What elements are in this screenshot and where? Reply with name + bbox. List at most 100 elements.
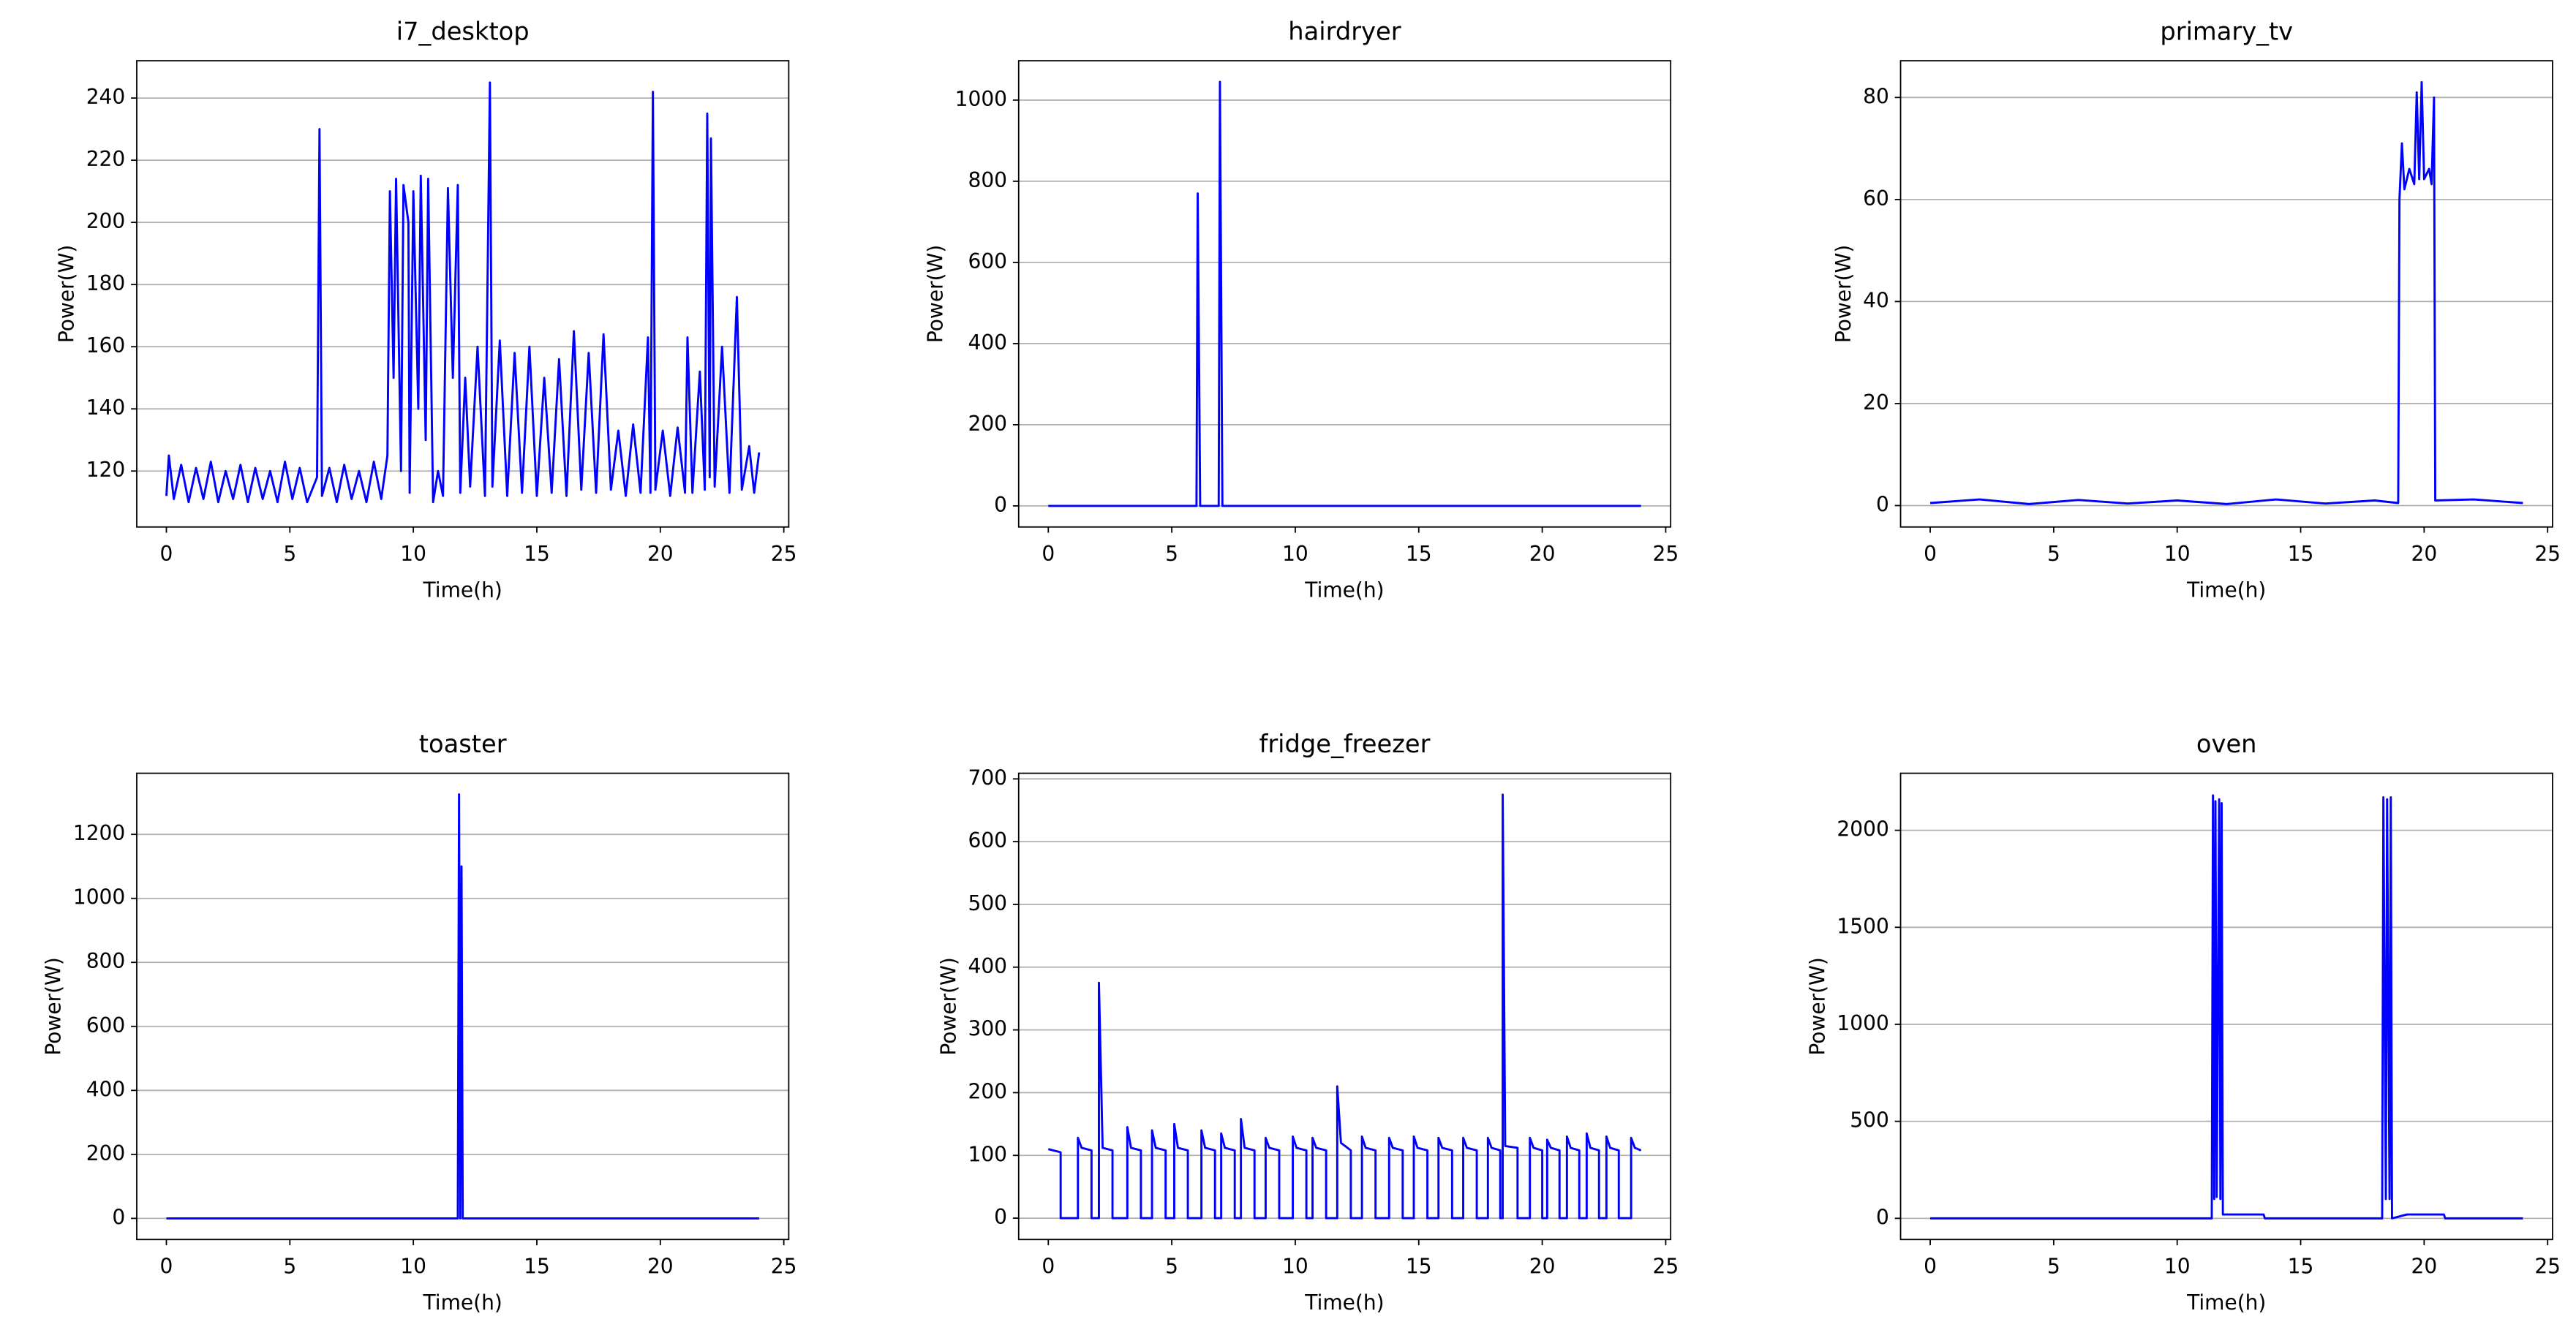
data-line [1048, 80, 1641, 507]
y-tick-label: 160 [86, 333, 126, 358]
x-tick-label: 0 [160, 1254, 173, 1278]
x-tick-label: 0 [1924, 1254, 1937, 1278]
subplot: 0 20 40 60 80 0 5 10 15 20 25 primary_tv Time(h) Powe… [1831, 17, 2561, 602]
x-tick-label: 0 [1042, 542, 1055, 566]
x-tick-label: 15 [1406, 542, 1432, 566]
y-axis-label: Power(W) [1805, 957, 1829, 1055]
chart-title: oven [2196, 730, 2257, 758]
y-tick-label: 1000 [955, 87, 1007, 111]
y-axis-label: Power(W) [936, 957, 960, 1055]
x-tick-label: 20 [647, 542, 674, 566]
y-axis-label: Power(W) [1831, 245, 1856, 343]
data-line [1929, 80, 2523, 505]
chart-title: i7_desktop [396, 17, 530, 45]
x-tick-label: 10 [2164, 1254, 2191, 1278]
y-axis-label: Power(W) [42, 957, 66, 1055]
x-tick-label: 15 [1406, 1254, 1432, 1278]
subplot: 0 200 400 600 800 1000 0 5 10 15 20 25 hairdryer Time… [923, 17, 1679, 602]
y-tick-label: 300 [968, 1017, 1007, 1041]
x-tick-label: 25 [1653, 542, 1679, 566]
subplot: 0 500 1000 1500 2000 0 5 10 15 20 25 oven Time(h) Pow… [1805, 730, 2561, 1315]
y-tick-label: 600 [968, 249, 1007, 273]
x-tick-label: 5 [2047, 542, 2060, 566]
x-axis-label: Time(h) [1304, 1290, 1384, 1315]
y-tick-label: 1000 [73, 885, 125, 910]
y-tick-label: 1500 [1837, 914, 1888, 938]
x-tick-label: 5 [283, 1254, 296, 1278]
axes-frame [136, 772, 790, 1241]
y-tick-label: 0 [112, 1205, 125, 1229]
x-tick-label: 25 [771, 1254, 797, 1278]
x-tick-label: 25 [771, 542, 797, 566]
x-tick-label: 15 [2288, 542, 2314, 566]
chart-title: fridge_freezer [1259, 730, 1430, 758]
data-line [166, 793, 759, 1220]
x-tick-label: 20 [1529, 1254, 1556, 1278]
x-axis-label: Time(h) [2186, 578, 2266, 602]
y-tick-label: 400 [968, 954, 1007, 978]
x-tick-label: 10 [400, 542, 426, 566]
x-tick-label: 10 [1282, 542, 1308, 566]
x-tick-label: 20 [2411, 1254, 2438, 1278]
y-axis-label: Power(W) [923, 245, 947, 343]
x-tick-label: 25 [1653, 1254, 1679, 1278]
x-tick-label: 15 [524, 1254, 550, 1278]
y-tick-label: 60 [1863, 186, 1889, 211]
y-tick-label: 220 [86, 147, 126, 171]
axes-frame [1017, 772, 1672, 1241]
subplot: 0 200 400 600 800 1000 1200 0 5 10 15 20 25 toaster Ti… [42, 730, 797, 1315]
subplot: 120 140 160 180 200 220 240 0 5 10 15 20 25 i7_deskto… [55, 17, 797, 602]
x-axis-label: Time(h) [423, 1290, 502, 1315]
x-tick-label: 0 [160, 542, 173, 566]
data-line [165, 81, 761, 504]
y-tick-label: 600 [968, 828, 1007, 853]
y-tick-label: 0 [994, 493, 1007, 517]
y-tick-label: 500 [1850, 1108, 1889, 1133]
y-tick-label: 200 [968, 412, 1007, 436]
x-axis-label: Time(h) [2186, 1290, 2266, 1315]
y-tick-label: 20 [1863, 390, 1889, 415]
subplot: 0 100 200 300 400 500 600 700 0 5 10 15 20 25 fridge_f… [936, 730, 1679, 1315]
x-axis-label: Time(h) [1304, 578, 1384, 602]
y-tick-label: 1000 [1837, 1011, 1888, 1035]
y-tick-label: 1200 [73, 821, 125, 845]
y-tick-label: 0 [994, 1205, 1007, 1229]
y-tick-label: 700 [968, 766, 1007, 790]
y-tick-label: 500 [968, 891, 1007, 915]
chart-title: primary_tv [2160, 17, 2293, 45]
x-tick-label: 25 [2534, 1254, 2561, 1278]
y-tick-label: 80 [1863, 84, 1889, 108]
x-tick-label: 15 [2288, 1254, 2314, 1278]
y-tick-label: 0 [1876, 492, 1889, 516]
x-tick-label: 0 [1924, 542, 1937, 566]
x-tick-label: 20 [647, 1254, 674, 1278]
y-tick-label: 600 [86, 1013, 126, 1037]
y-tick-label: 100 [968, 1142, 1007, 1166]
x-tick-label: 20 [1529, 542, 1556, 566]
axes-frame [136, 60, 790, 528]
x-tick-label: 15 [524, 542, 550, 566]
y-tick-label: 200 [86, 209, 126, 233]
x-tick-label: 10 [2164, 542, 2191, 566]
x-tick-label: 20 [2411, 542, 2438, 566]
axes-frame [1017, 60, 1672, 528]
y-tick-label: 40 [1863, 288, 1889, 312]
y-tick-label: 0 [1876, 1205, 1889, 1229]
y-tick-label: 200 [86, 1141, 126, 1165]
x-tick-label: 10 [1282, 1254, 1308, 1278]
axes-frame [1899, 60, 2553, 528]
y-tick-label: 240 [86, 85, 126, 109]
y-tick-label: 400 [968, 330, 1007, 355]
x-tick-label: 25 [2534, 542, 2561, 566]
x-tick-label: 5 [283, 542, 296, 566]
x-tick-label: 5 [1165, 1254, 1178, 1278]
chart-title: toaster [419, 730, 507, 758]
axes-frame [1899, 772, 2553, 1241]
y-tick-label: 800 [86, 949, 126, 973]
chart-title: hairdryer [1288, 17, 1401, 45]
y-tick-label: 140 [86, 396, 126, 420]
data-line [1047, 793, 1642, 1220]
x-tick-label: 10 [400, 1254, 426, 1278]
